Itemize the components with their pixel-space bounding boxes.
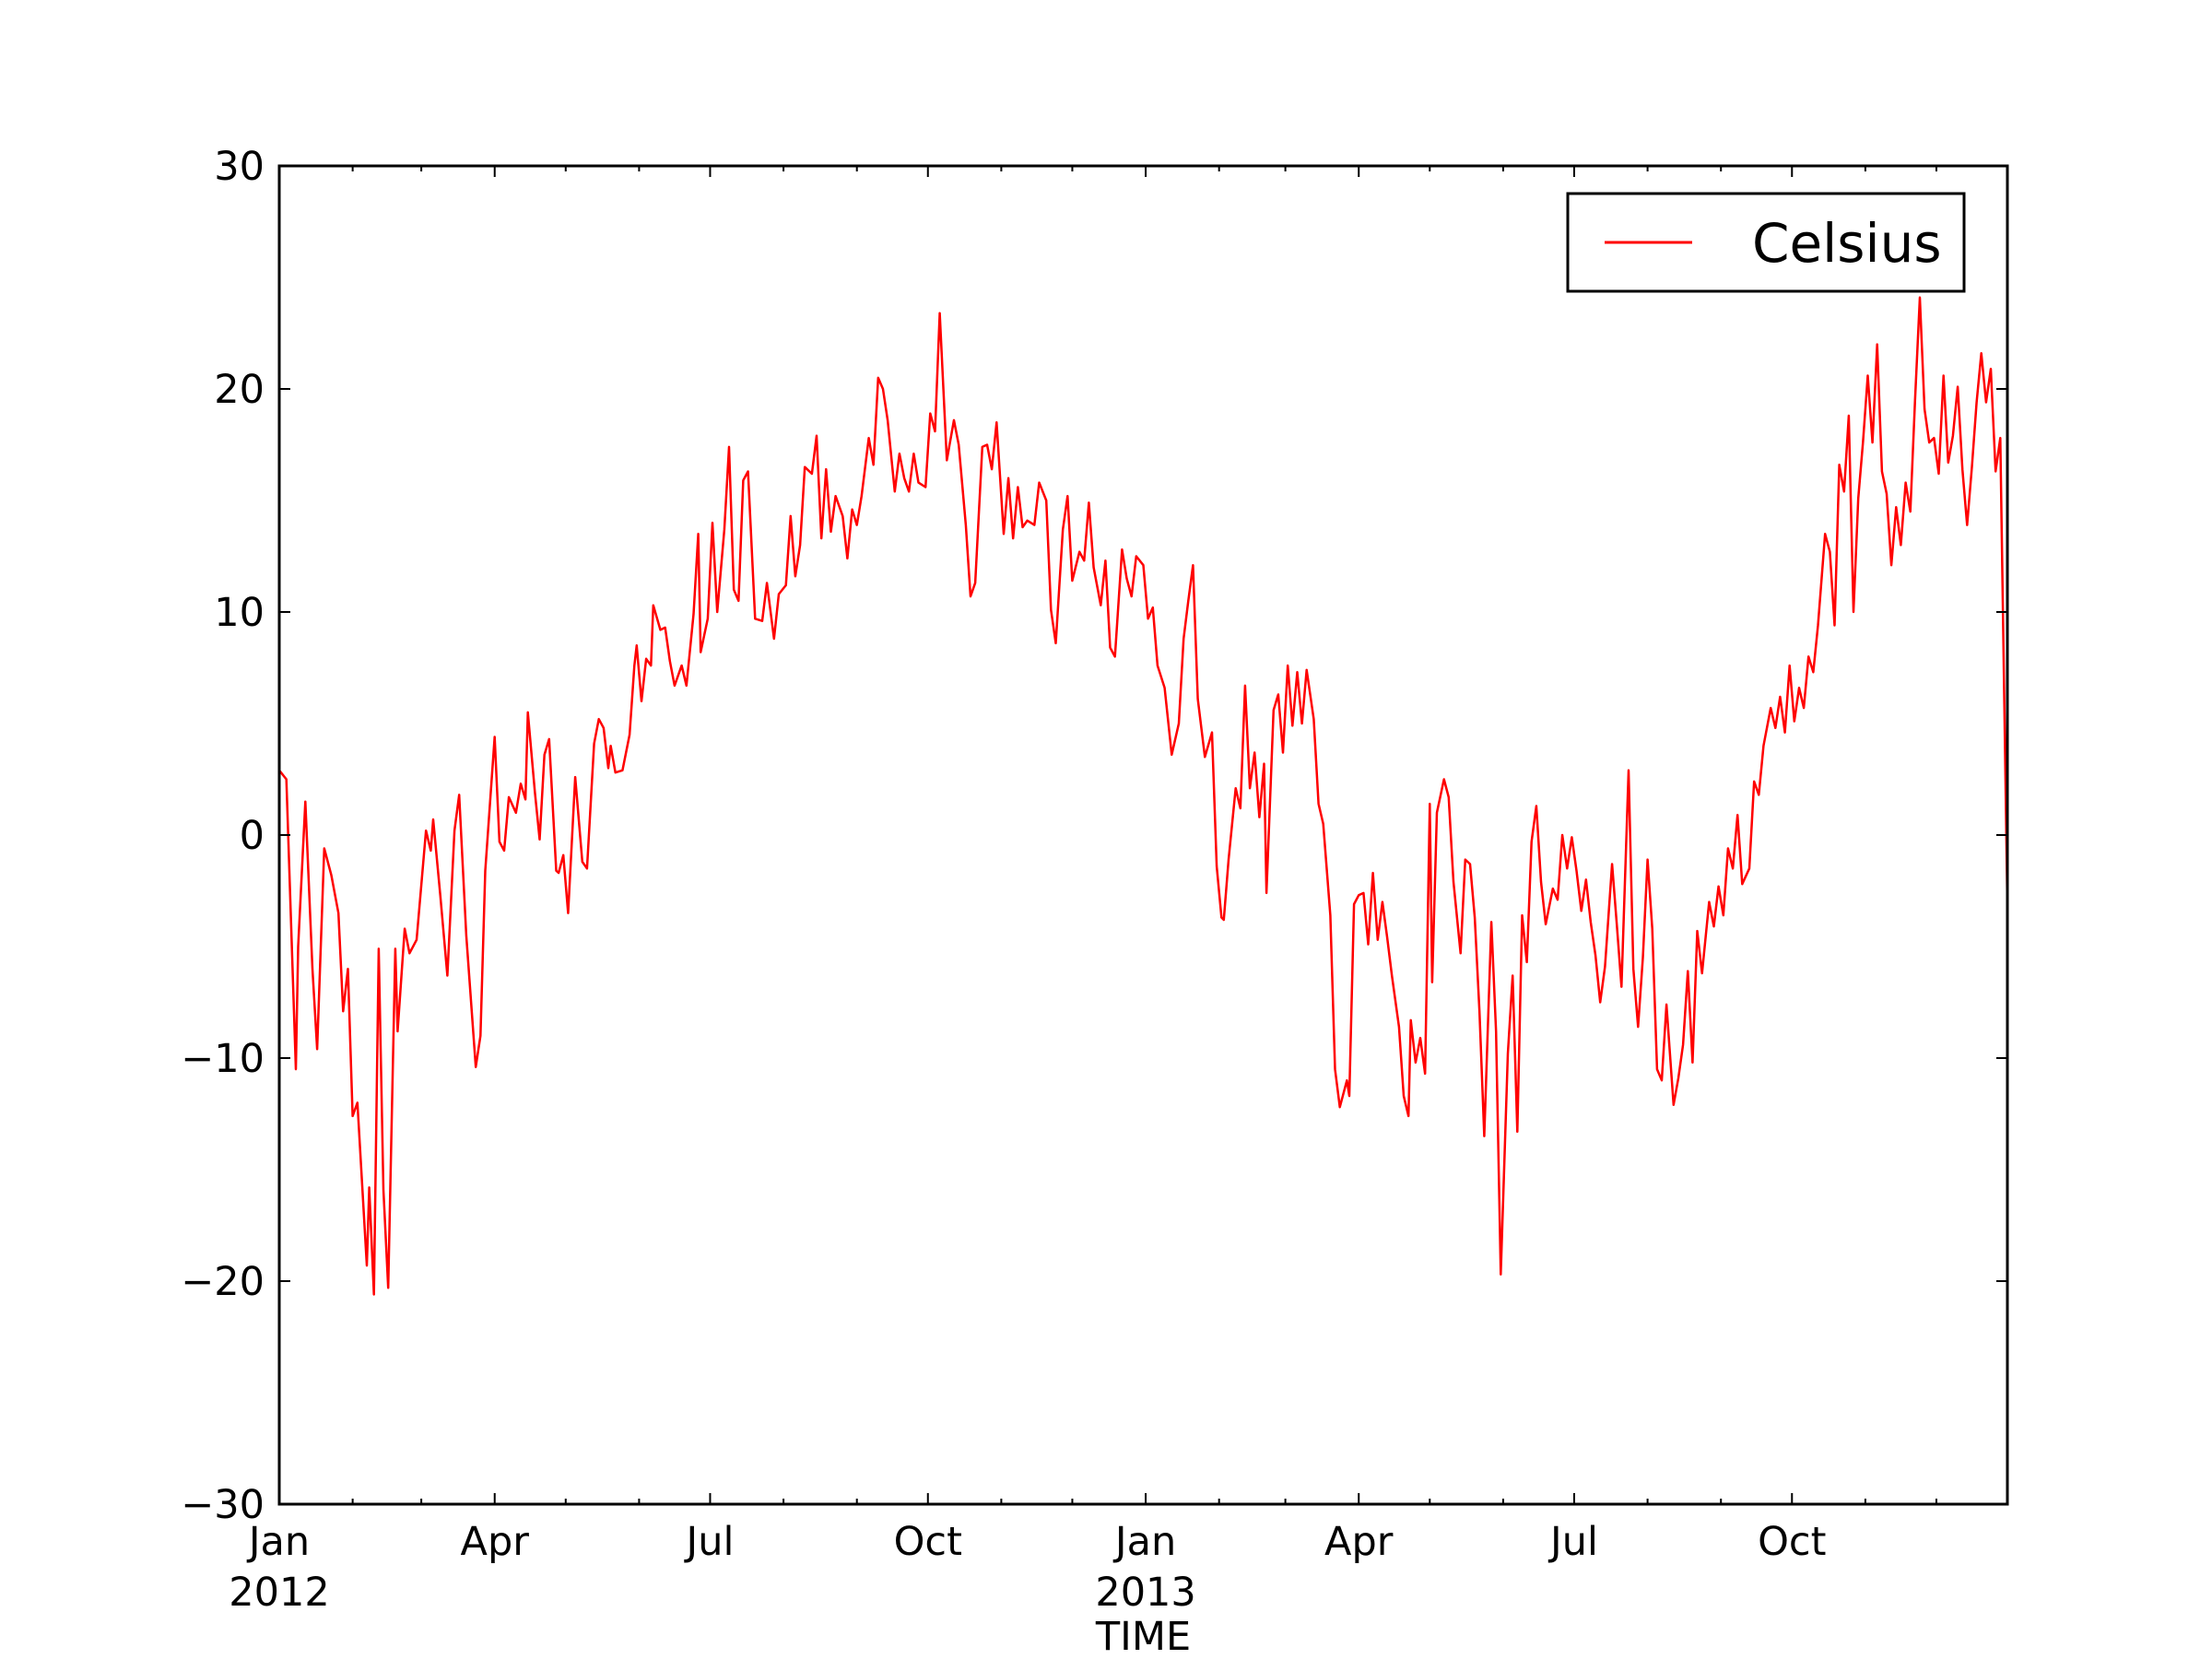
- x-axis-ticks: Jan 2012 Apr Jul Oct Jan 2013 Apr Jul Oct: [229, 166, 1937, 1616]
- y-tick-label: −20: [181, 1259, 265, 1305]
- x-tick-year-label: 2012: [229, 1570, 329, 1616]
- x-tick-label: Oct: [894, 1519, 962, 1565]
- x-tick-label: Apr: [461, 1519, 530, 1565]
- x-tick-year-label: 2013: [1095, 1570, 1195, 1616]
- axes-frame: [277, 164, 2009, 1506]
- y-tick-label: 0: [240, 813, 265, 859]
- y-tick-label: −10: [181, 1036, 265, 1082]
- legend-label: Celsius: [1752, 212, 1942, 275]
- x-axis-label: TIME: [1095, 1614, 1191, 1659]
- y-tick-label: 20: [214, 367, 265, 413]
- x-tick-label: Jan: [1112, 1519, 1176, 1565]
- x-tick-label: Apr: [1324, 1519, 1394, 1565]
- series-line-celsius: [278, 296, 2009, 1296]
- x-tick-label: Jul: [684, 1519, 735, 1565]
- y-axis-ticks: 30 20 10 0 −10 −20 −30: [181, 144, 2007, 1528]
- y-tick-label: −30: [181, 1482, 265, 1528]
- x-tick-label: Oct: [1758, 1519, 1826, 1565]
- plot-area: [278, 296, 2009, 1296]
- y-tick-label: 30: [214, 144, 265, 190]
- y-tick-label: 10: [214, 590, 265, 636]
- x-tick-label: Jul: [1547, 1519, 1598, 1565]
- x-tick-label: Jan: [246, 1519, 310, 1565]
- legend: Celsius: [1566, 192, 1966, 293]
